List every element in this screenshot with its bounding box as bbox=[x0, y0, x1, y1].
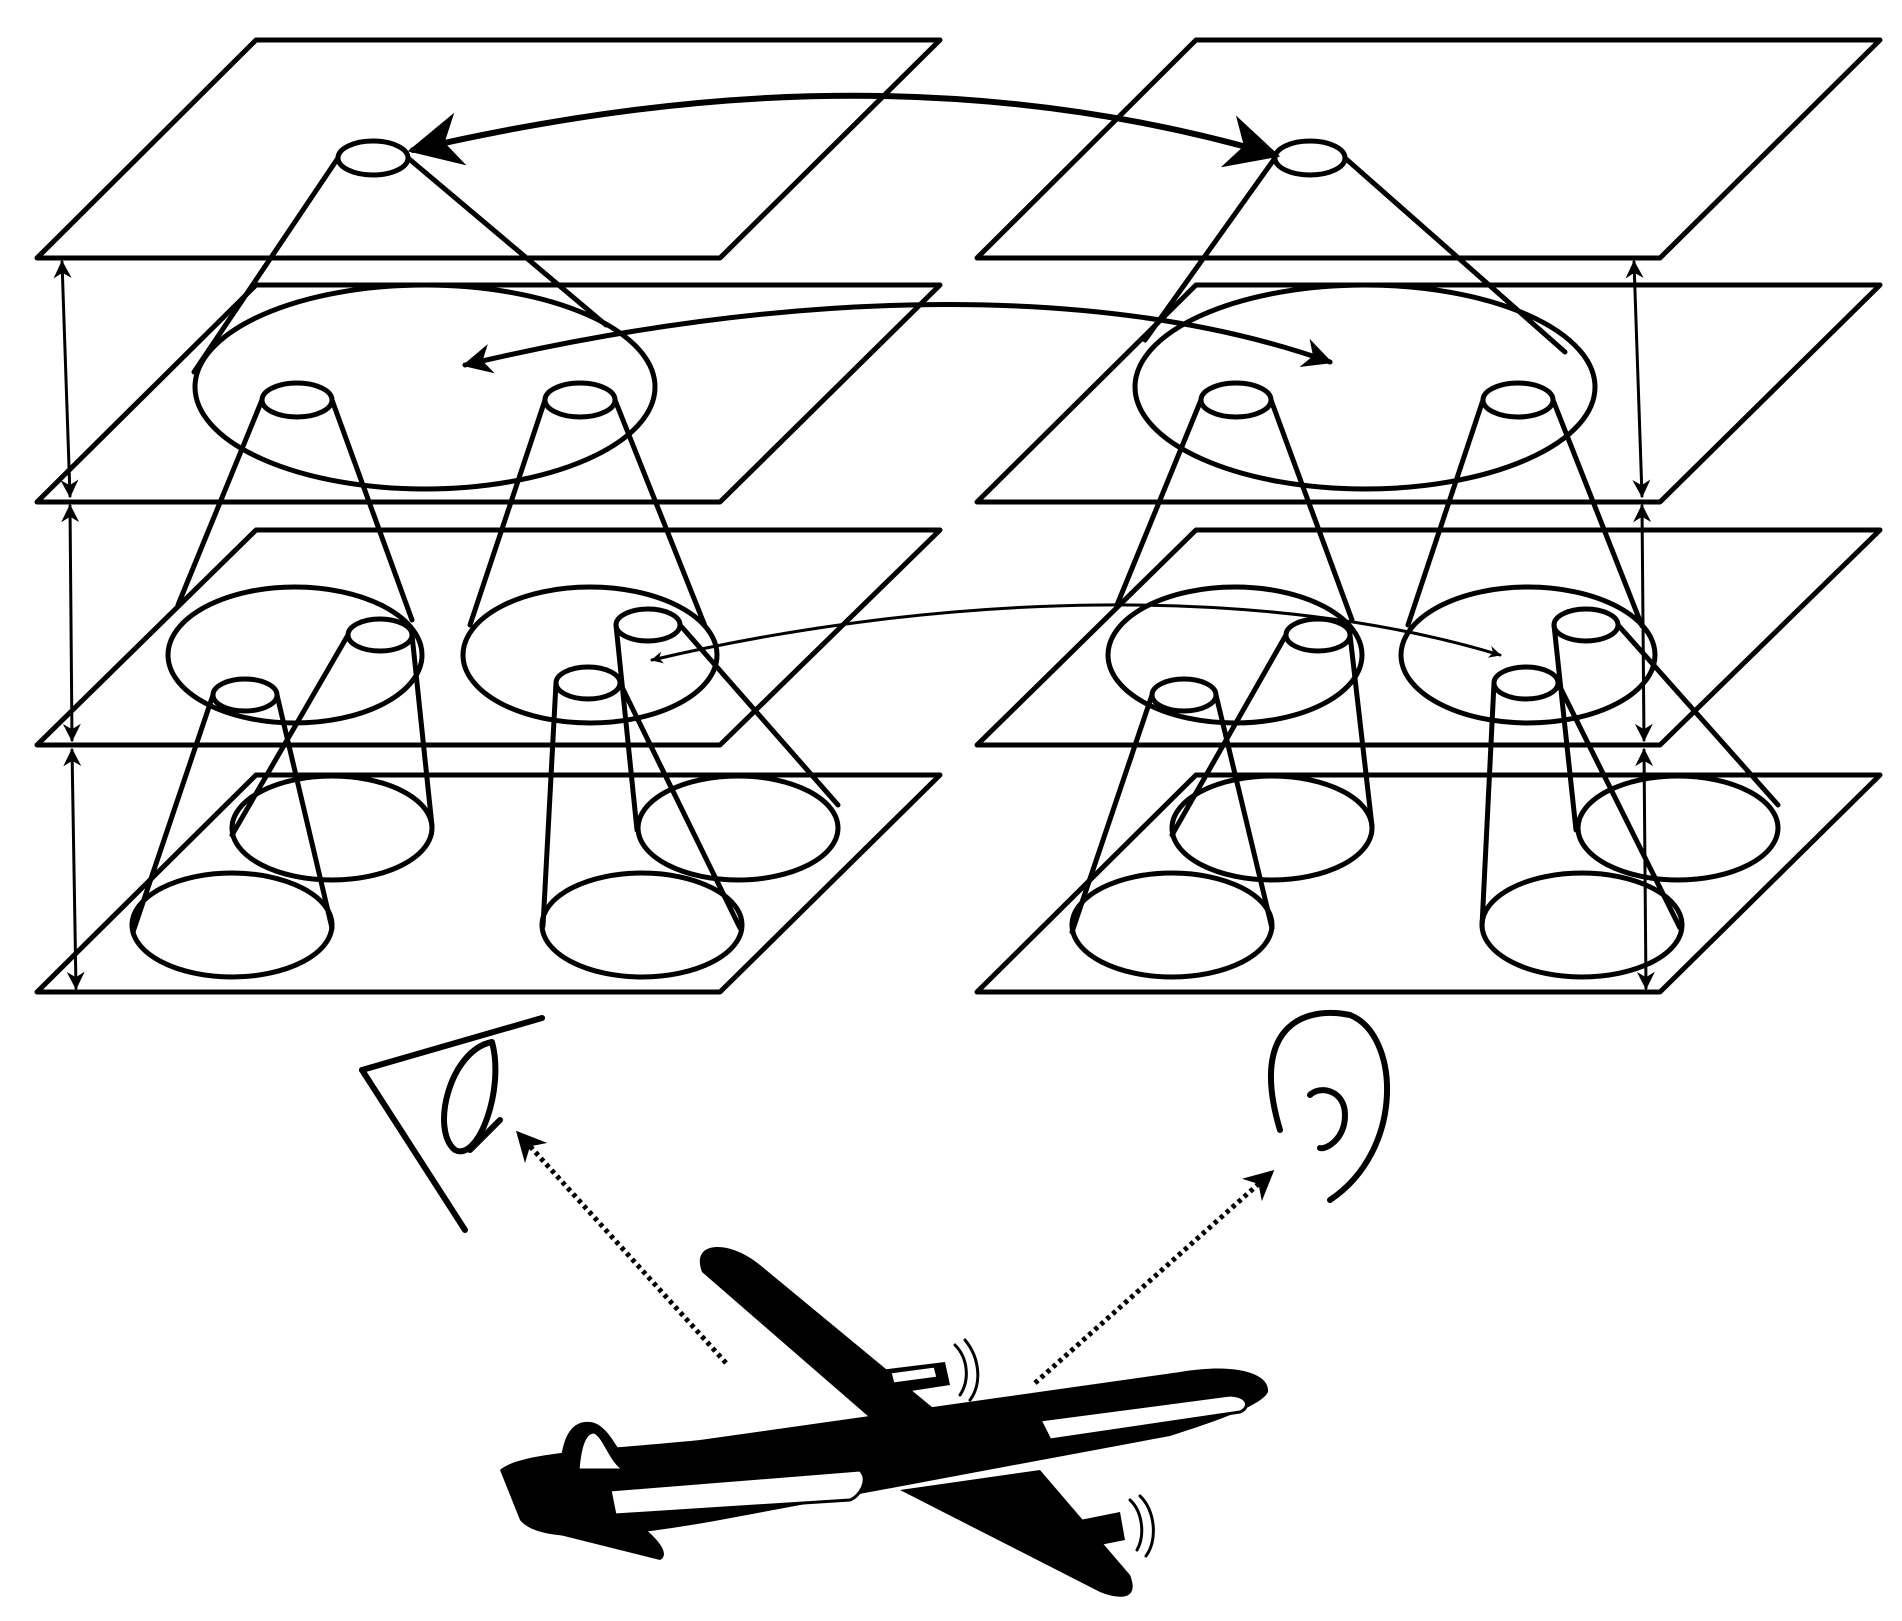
left-arrow-level-1 bbox=[53, 260, 79, 498]
right-level2-field bbox=[1132, 282, 1598, 492]
left-cone-edge bbox=[467, 397, 548, 628]
right-level3-node bbox=[1551, 606, 1621, 644]
right-level2-node-b bbox=[1480, 380, 1556, 420]
left-cone-edge bbox=[175, 397, 265, 608]
right-level3-field-b bbox=[1398, 584, 1658, 726]
left-bottom-field bbox=[229, 773, 435, 883]
right-cone-edge bbox=[1551, 622, 1579, 833]
left-cone-edge bbox=[130, 692, 216, 935]
left-bottom-field bbox=[539, 870, 745, 980]
left-level2-field bbox=[192, 282, 658, 492]
right-bottom-field bbox=[1069, 870, 1275, 980]
left-bottom-field bbox=[635, 773, 841, 883]
left-cone-edge bbox=[612, 397, 708, 629]
left-plane-bottom bbox=[34, 772, 943, 995]
left-top-cone-edge bbox=[191, 155, 341, 375]
airplane-icon bbox=[500, 1247, 1269, 1597]
left-cone-edge bbox=[329, 397, 415, 623]
eye-icon bbox=[359, 1015, 545, 1233]
left-arrow-level-2 bbox=[61, 504, 81, 742]
right-level3-node bbox=[1283, 616, 1353, 654]
right-plane-top bbox=[974, 37, 1883, 261]
left-cone-edge bbox=[613, 622, 640, 833]
right-level3-node bbox=[1491, 664, 1561, 702]
right-cone-edge bbox=[1169, 632, 1289, 838]
left-cone-edge bbox=[617, 680, 743, 931]
right-bottom-field bbox=[1575, 773, 1781, 883]
left-arrow-level-3 bbox=[63, 748, 85, 990]
left-plane-3 bbox=[34, 527, 943, 748]
right-top-node bbox=[1272, 138, 1348, 178]
cross-link-level-3 bbox=[650, 603, 1502, 664]
left-top-cone-edge bbox=[405, 155, 609, 328]
left-top-node bbox=[335, 138, 411, 178]
ear-icon bbox=[1267, 1009, 1391, 1203]
left-level2-node-a bbox=[259, 380, 335, 420]
right-stack bbox=[974, 37, 1883, 995]
left-plane-2 bbox=[34, 282, 943, 505]
right-arrow-level-1 bbox=[1625, 260, 1651, 498]
right-cone-edge bbox=[1268, 397, 1355, 623]
light-signal-arrow bbox=[515, 1130, 728, 1365]
left-level3-node bbox=[345, 616, 415, 654]
left-bottom-field bbox=[129, 870, 335, 980]
left-plane-top bbox=[34, 37, 943, 261]
left-cone-edge bbox=[540, 680, 559, 929]
left-level3-node bbox=[613, 606, 683, 644]
right-cone-edge bbox=[1347, 632, 1375, 829]
right-bottom-field bbox=[1169, 773, 1375, 883]
cross-link-top bbox=[407, 92, 1281, 168]
right-arrow-level-3 bbox=[1635, 748, 1655, 990]
right-cone-edge bbox=[1479, 680, 1497, 929]
cross-link-level-2 bbox=[462, 302, 1333, 374]
right-cone-edge bbox=[1550, 397, 1645, 629]
right-cone-edge bbox=[1555, 680, 1683, 931]
left-stack bbox=[34, 37, 943, 995]
left-level3-node bbox=[553, 664, 623, 702]
left-level3-node bbox=[210, 676, 280, 714]
right-cone-edge bbox=[1114, 397, 1204, 608]
left-level2-node-b bbox=[542, 380, 618, 420]
right-top-cone-edge bbox=[1342, 155, 1568, 355]
sound-signal-arrow bbox=[1033, 1170, 1275, 1385]
left-cone-edge bbox=[409, 632, 435, 829]
right-cone-edge bbox=[1069, 692, 1155, 935]
right-cone-edge bbox=[1615, 622, 1781, 808]
right-bottom-field bbox=[1479, 870, 1685, 980]
right-cone-edge bbox=[1213, 692, 1275, 931]
right-level3-node bbox=[1149, 676, 1219, 714]
right-level2-node-a bbox=[1198, 380, 1274, 420]
left-cone-edge bbox=[229, 632, 351, 838]
right-top-cone-edge bbox=[1142, 155, 1278, 343]
right-cone-edge bbox=[1405, 397, 1486, 628]
left-level3-field-a bbox=[165, 584, 425, 726]
right-plane-2 bbox=[974, 282, 1883, 505]
left-cone-edge bbox=[274, 692, 335, 931]
